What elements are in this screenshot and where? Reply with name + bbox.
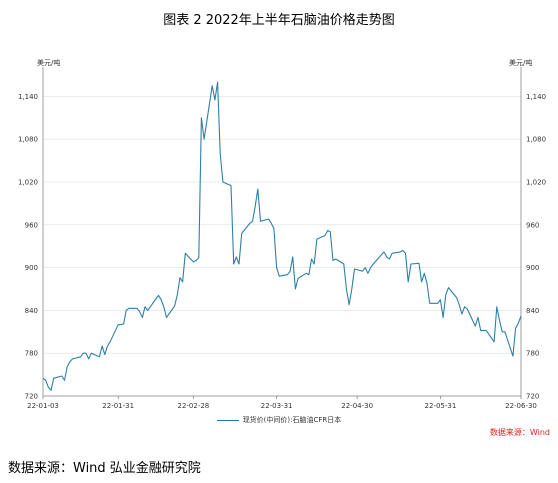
- y-tick-label-left: 780: [25, 350, 38, 358]
- y-tick-label-left: 1,020: [18, 179, 38, 187]
- figure-title: 图表 2 2022年上半年石脑油价格走势图: [163, 13, 395, 28]
- series-line-naphtha-cfr-japan: [42, 81, 522, 391]
- y-tick-label-right: 900: [526, 264, 539, 272]
- x-tick-label: 22-02-28: [177, 402, 209, 410]
- y-tick-label-right: 840: [526, 307, 539, 315]
- y-axis-unit-right: 美元/吨: [509, 59, 533, 67]
- y-tick-label-left: 840: [25, 307, 38, 315]
- y-axis-unit-left: 美元/吨: [37, 59, 61, 67]
- x-tick-label: 22-01-31: [102, 402, 134, 410]
- y-tick-label-left: 960: [25, 221, 38, 229]
- y-tick-label-right: 1,080: [526, 136, 546, 144]
- chart-source-note: 数据来源：Wind: [489, 428, 550, 437]
- y-tick-label-right: 960: [526, 221, 539, 229]
- y-tick-label-right: 720: [526, 393, 539, 401]
- y-tick-label-left: 720: [25, 393, 38, 401]
- x-tick-label: 22-04-30: [341, 402, 373, 410]
- legend-label: 现货价(中间价):石脑油CFR日本: [242, 416, 342, 424]
- y-tick-label-left: 900: [25, 264, 38, 272]
- x-tick-label: 22-01-03: [27, 402, 59, 410]
- y-tick-label-right: 1,020: [526, 179, 546, 187]
- x-tick-label: 22-05-31: [425, 402, 457, 410]
- y-tick-label-left: 1,140: [18, 93, 38, 101]
- figure-source: 数据来源：Wind 弘业金融研究院: [8, 461, 201, 476]
- y-tick-label-left: 1,080: [18, 136, 38, 144]
- x-tick-label: 22-06-30: [505, 402, 537, 410]
- chart-legend: 现货价(中间价):石脑油CFR日本: [0, 415, 558, 425]
- legend-swatch: [216, 419, 239, 421]
- y-tick-label-right: 1,140: [526, 93, 546, 101]
- y-tick-label-right: 780: [526, 350, 539, 358]
- x-tick-label: 22-03-31: [261, 402, 293, 410]
